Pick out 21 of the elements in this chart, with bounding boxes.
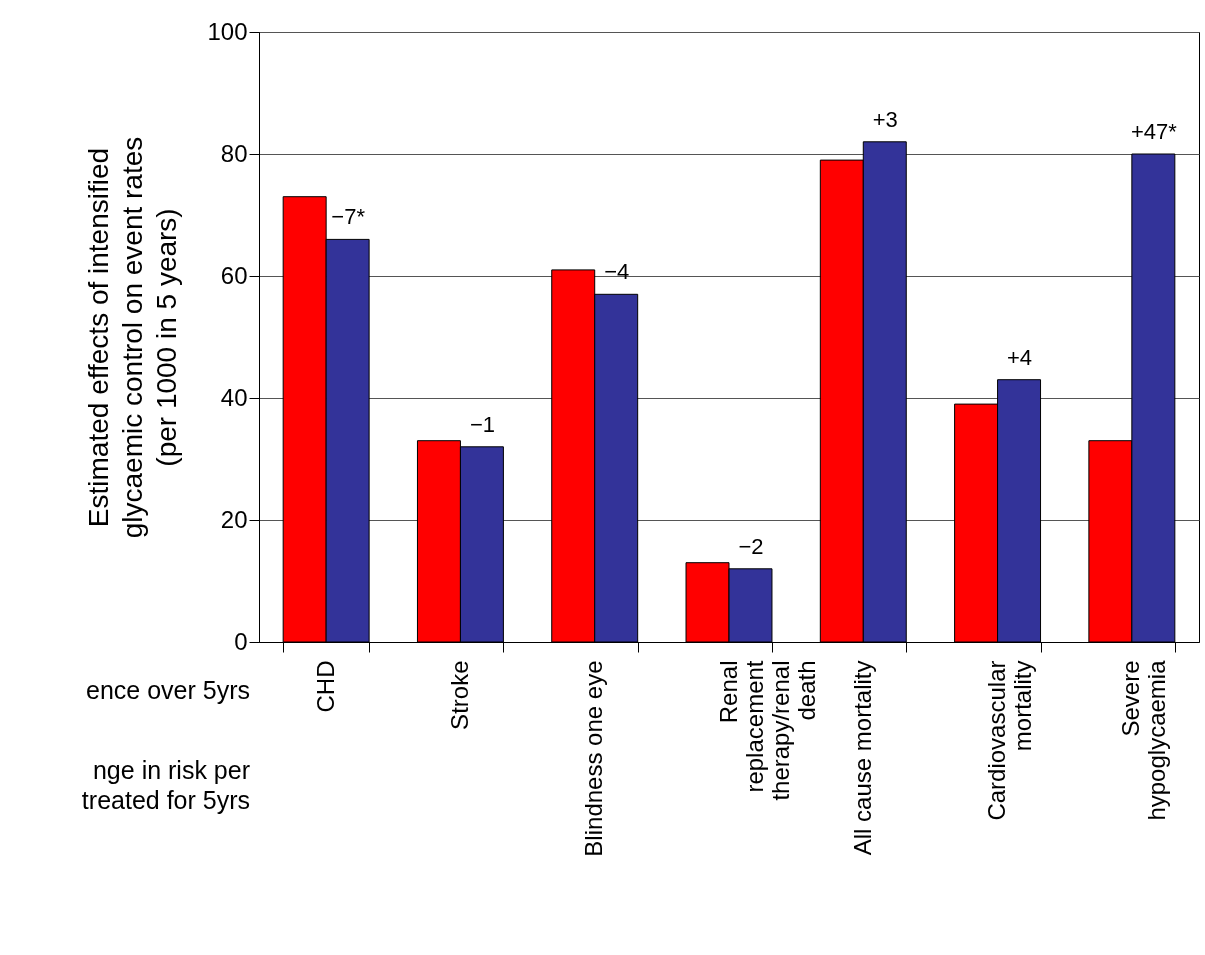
annotation: −1 bbox=[469, 411, 495, 437]
x-tick-label: Cardiovascular mortality bbox=[983, 660, 1037, 821]
y-tick-label: 0 bbox=[234, 627, 248, 655]
annotation: +4 bbox=[1007, 344, 1033, 370]
y-tick-label: 80 bbox=[220, 139, 248, 167]
x-tick-label: CHD bbox=[311, 660, 339, 713]
annotation: −7* bbox=[331, 204, 366, 230]
x-tick-label: Stroke bbox=[445, 660, 473, 730]
x-tick-label: Blindness one eye bbox=[580, 660, 608, 857]
x-tick-label: All cause mortality bbox=[848, 660, 876, 856]
y-tick-label: 60 bbox=[220, 261, 248, 289]
y-tick-label: 40 bbox=[220, 383, 248, 411]
annotation: +3 bbox=[872, 106, 898, 132]
text: ence over 5yrs bbox=[85, 675, 250, 705]
y-tick-label: 20 bbox=[220, 505, 248, 533]
annotation: −2 bbox=[738, 533, 764, 559]
x-tick-label: Renal replacement therapy/renal death bbox=[714, 660, 820, 801]
text: nge in risk per treated for 5yrs bbox=[80, 755, 250, 815]
y-axis-title: Estimated effects of intensified glycaemic control on event rates (per 1000 in 5 years) bbox=[83, 136, 183, 539]
y-tick-label: 100 bbox=[207, 17, 248, 45]
annotation: +47* bbox=[1130, 119, 1178, 144]
